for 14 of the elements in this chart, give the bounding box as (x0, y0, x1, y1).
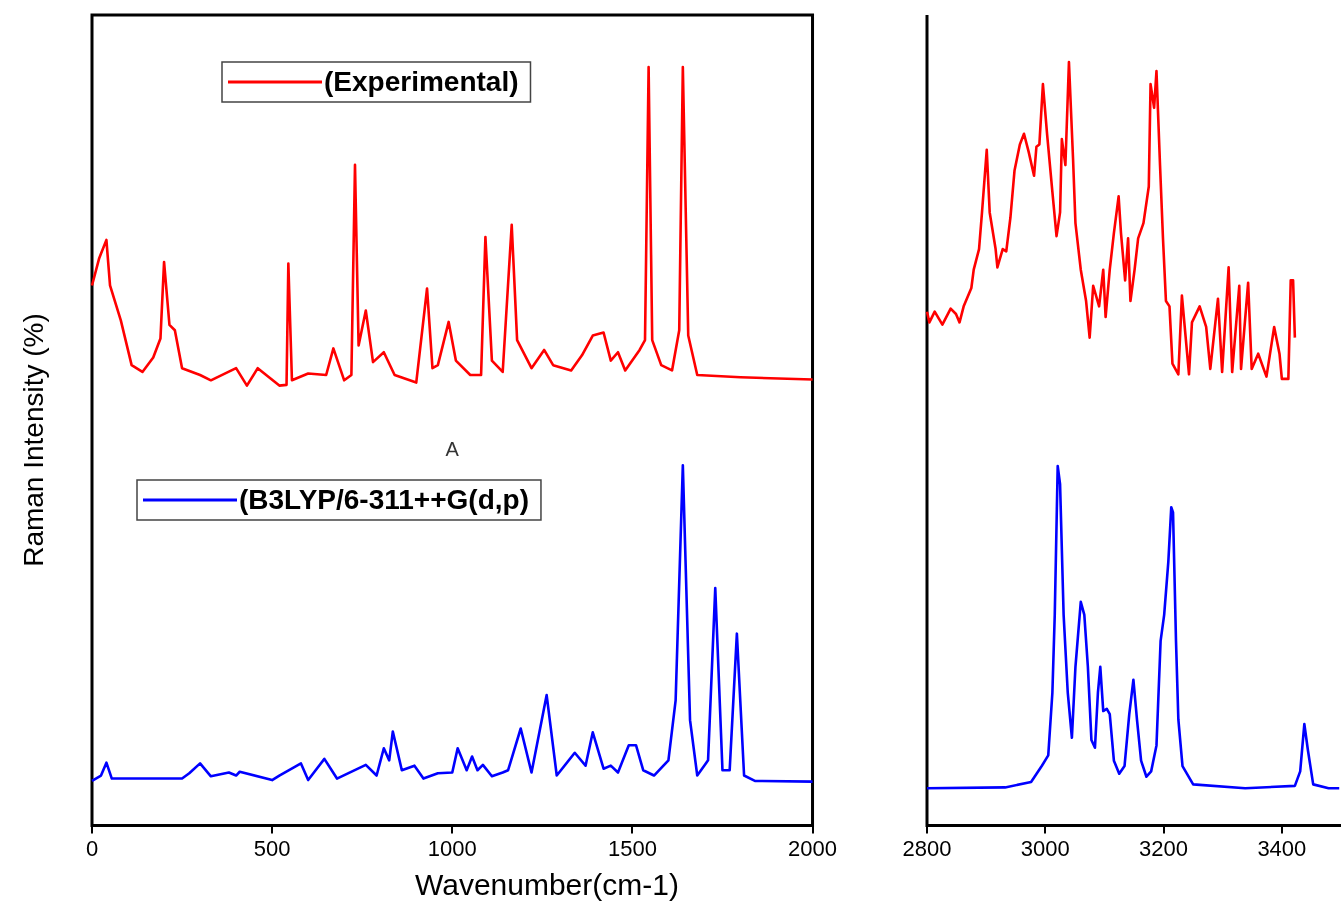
legend-label: (Experimental) (324, 65, 519, 97)
x-tick-label: 2000 (788, 835, 838, 861)
x-tick-label: 3000 (1020, 835, 1070, 861)
x-tick-label: 1000 (427, 835, 477, 861)
y-axis-title: Raman Intensity (%) (18, 313, 50, 567)
x-axis-title: Wavenumber(cm-1) (415, 868, 679, 902)
x-tick-label: 3400 (1257, 835, 1307, 861)
x-tick-label: 1500 (607, 835, 657, 861)
x-tick-label: 0 (85, 835, 99, 861)
x-tick-label: 500 (253, 835, 291, 861)
x-tick-label: 2800 (902, 835, 952, 861)
x-tick-label: 3200 (1139, 835, 1189, 861)
annotation: A (445, 437, 460, 460)
legend-label: (B3LYP/6-311++G(d,p) (239, 483, 529, 515)
